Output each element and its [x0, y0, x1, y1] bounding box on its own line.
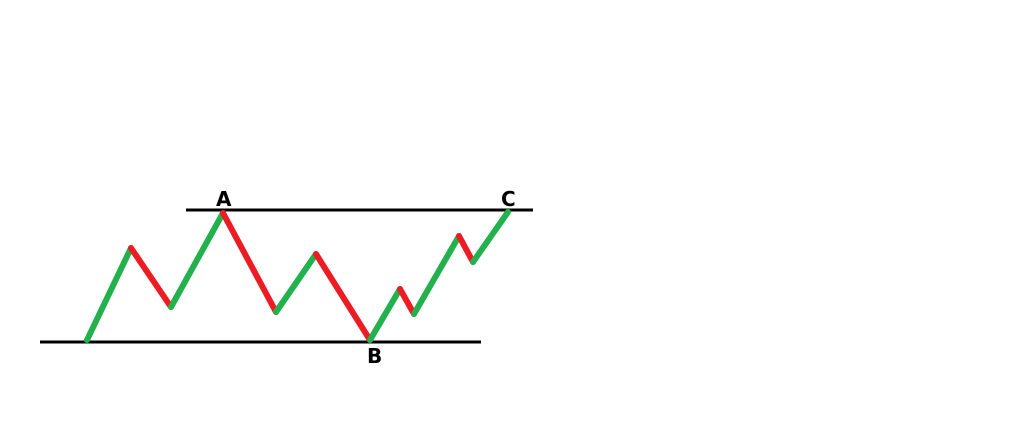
up-leg-segment [84, 245, 134, 343]
point-label-c: C [501, 187, 516, 211]
down-leg-segment [456, 233, 476, 265]
down-leg-segment [128, 245, 174, 310]
up-leg-segment [273, 251, 319, 315]
point-label-a: A [216, 187, 232, 211]
down-leg-segment [397, 286, 417, 317]
point-label-b: B [367, 344, 382, 368]
up-leg-segment [411, 233, 462, 317]
down-leg-segment [220, 210, 279, 315]
price-path [84, 209, 511, 343]
up-leg-segment [168, 210, 226, 310]
up-leg-segment [367, 286, 403, 343]
up-leg-segment [470, 209, 511, 265]
down-leg-segment [313, 251, 373, 343]
